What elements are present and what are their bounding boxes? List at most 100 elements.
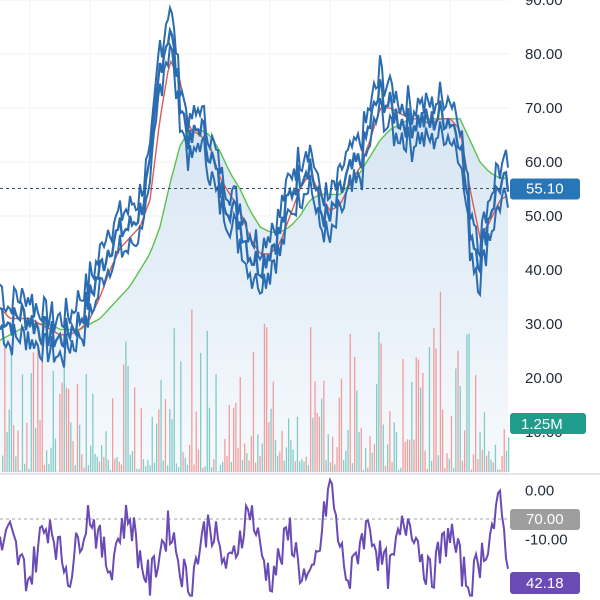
volume-bar [303,461,305,472]
volume-bar [54,438,57,472]
volume-bar [450,415,453,472]
volume-bar [261,443,263,472]
volume-bar [222,461,224,472]
price-band-lower-line [0,41,509,368]
volume-bar [334,464,336,472]
volume-bar [239,377,241,472]
volume-bar [470,469,472,472]
volume-bar [345,450,347,472]
volume-bar [156,423,158,472]
volume-bar [290,440,292,472]
volume-bar [17,430,19,472]
volume-bar [15,456,17,472]
price-tick-label: 30.00 [525,316,563,333]
volume-bar [325,460,327,472]
volume-bar [59,394,61,472]
oscillator-tick-label: 0.00 [525,483,554,500]
volume-bar [63,355,65,472]
volume-bar [37,343,39,472]
volume-bar [323,380,325,472]
volume-bar [343,460,345,472]
volume-bar [200,352,202,472]
volume-bar [206,330,208,472]
volume-bar [4,346,6,472]
volume-bar [340,378,343,472]
volume-bar [153,462,156,472]
volume-bar [233,407,235,472]
oscillator-axis[interactable]: 0.00 -10.00 [525,483,568,549]
volume-bar [114,458,116,472]
oscillator-reference-label: 70.00 [526,511,564,528]
volume-bar [310,327,312,472]
volume-bar [158,409,160,472]
volume-bar [24,463,26,472]
volume-bar [112,398,114,472]
price-axis[interactable]: 90.00 80.00 70.00 60.00 50.00 40.00 30.00 20.00… [525,0,563,441]
volume-bar [279,451,281,472]
volume-bar [411,381,413,472]
volume-bar [241,460,244,472]
volume-bar [437,455,439,472]
volume-bar [395,432,398,472]
volume-bar [387,444,389,472]
volume-bar [413,439,415,472]
volume-bar [483,412,486,472]
volume-bar [90,445,92,472]
volume-bar [499,469,501,472]
volume-bar [131,451,134,472]
volume-bar [477,459,479,472]
volume-bar [420,387,422,472]
volume-bar [389,411,391,472]
volume-bar [481,449,483,472]
volume-bar [178,467,180,472]
volume-bar [6,432,8,472]
volume-bar [316,412,318,472]
volume-bar [501,455,503,472]
volume-bar [446,453,448,472]
volume-bar [28,468,30,472]
volume-bar [417,359,420,472]
volume-bar [197,449,200,472]
oscillator-last-badge: 42.18 [510,572,580,594]
volume-bar [98,461,101,472]
volume-bar [83,467,85,472]
volume-bar [72,441,74,472]
volume-bar [380,343,382,472]
volume-bar [81,454,83,472]
volume-bar [109,470,112,472]
volume-bar [360,427,362,472]
volume-bar [448,458,450,472]
volume-bar [332,436,334,472]
volume-bar [277,455,279,472]
volume-bar [404,441,406,472]
volume-bar [103,456,105,472]
volume-bar [305,456,307,472]
volume-bar [138,469,140,472]
volume-bar [433,328,435,472]
volume-bar [252,352,255,472]
volume-bar [457,350,459,472]
volume-bar [52,370,54,472]
volume-bar [169,409,171,472]
volume-bar [391,462,393,472]
volume-last-label: 1.25M [521,416,563,433]
volume-bar [281,430,283,472]
volume-bar [365,447,367,472]
price-tick-label: 60.00 [525,154,563,171]
volume-bar [237,448,239,472]
oscillator-panel: 0.00 -10.00 70.00 42.18 [0,477,580,597]
volume-bar [101,445,103,472]
volume-bar [461,460,464,472]
volume-bar [68,389,70,472]
volume-bar [301,459,303,472]
volume-bar [208,407,211,472]
volume-bar [92,393,94,472]
volume-bar [442,409,444,472]
volume-bar [107,459,109,472]
volume-bar [180,361,182,472]
volume-badge: 1.25M [510,413,586,434]
volume-bar [215,374,217,472]
volume-bar [475,375,477,472]
volume-bar [94,453,96,472]
